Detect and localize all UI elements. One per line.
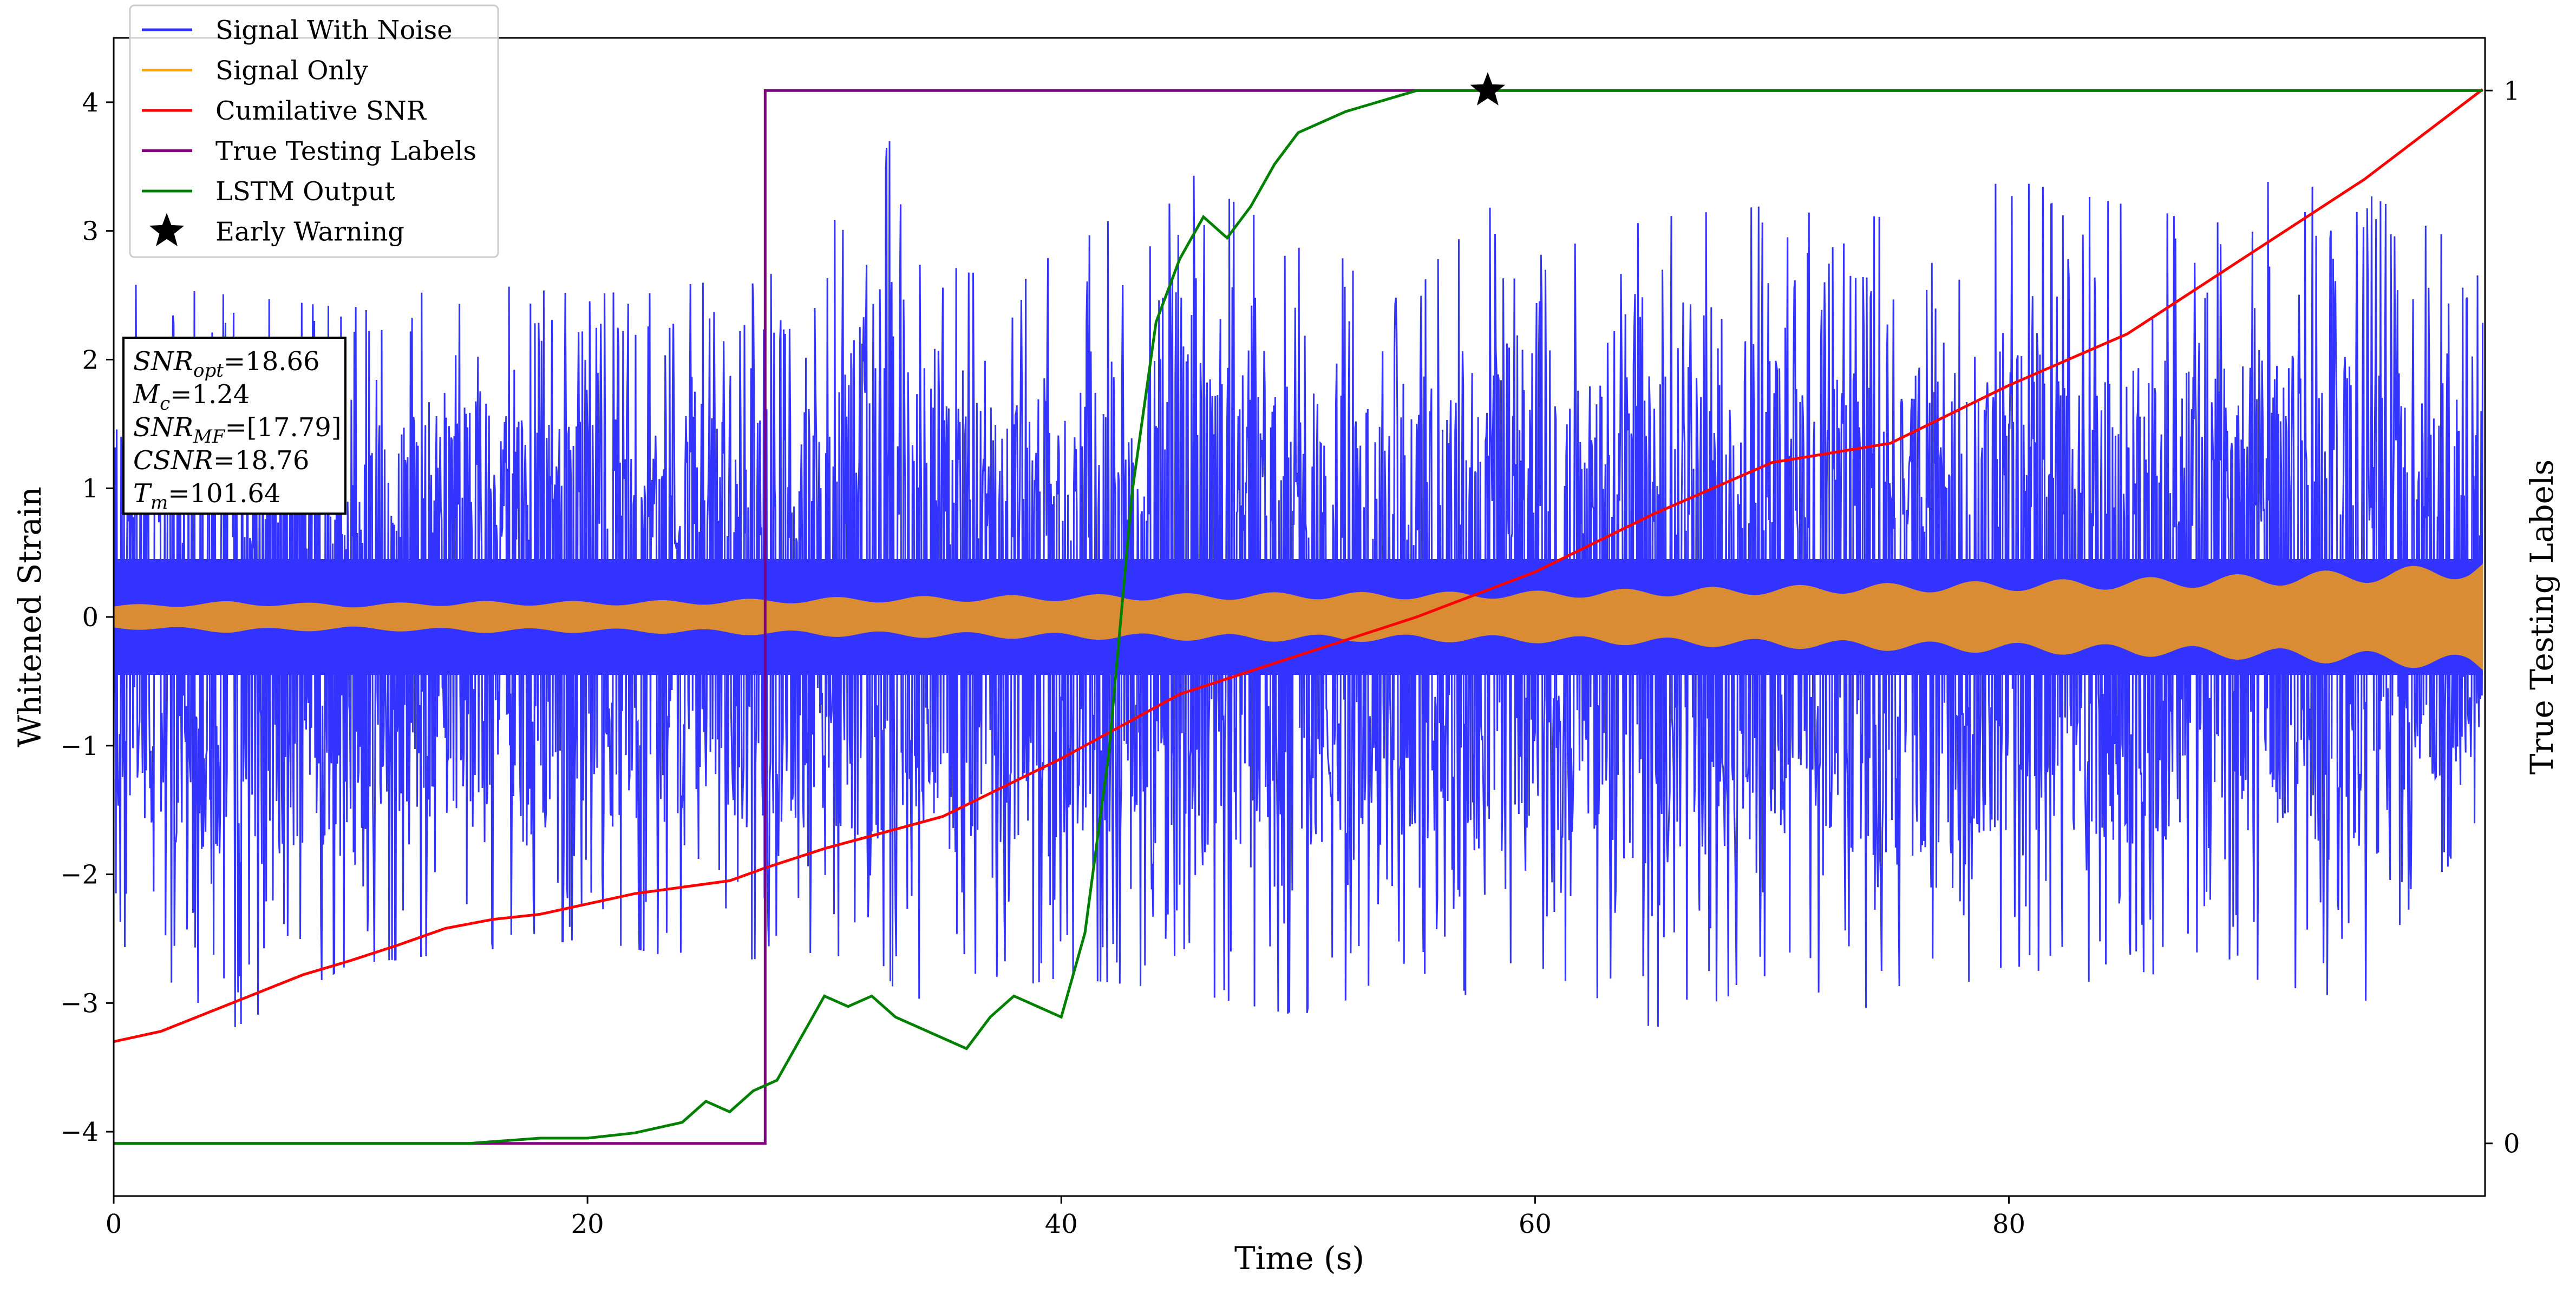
y-tick-label: 2 [82,345,99,375]
series-layer [114,88,2484,1145]
annotation-symbol: CSNR [133,445,213,476]
y-tick-label: 3 [82,216,99,247]
y-tick-label: 1 [82,474,99,504]
legend-label: LSTM Output [215,176,395,207]
series-lstm-output [114,89,2483,1145]
legend-frame [129,4,499,258]
y-right-tick-label: 1 [2503,76,2520,106]
legend-label: True Testing Labels [215,136,476,167]
annotation-subscript: MF [193,426,226,448]
x-tick-label: 60 [1519,1209,1552,1239]
y-tick-label: 4 [82,88,99,118]
y-tick-label: −4 [60,1117,99,1147]
x-axis-label: Time (s) [1234,1240,1364,1277]
annotation-value: =18.66 [224,346,320,377]
x-tick-label: 20 [571,1209,604,1239]
y-tick-label: −2 [60,860,99,890]
y-tick-label: 0 [82,602,99,633]
x-axis-ticks: 0 20 40 60 80 [106,1196,2025,1239]
annotation-line: CSNR=18.76 [133,445,309,476]
y-tick-label: −1 [60,731,99,761]
x-tick-label: 0 [106,1209,122,1239]
annotation-symbol: M [133,379,161,410]
annotation-symbol: SNR [133,346,193,377]
annotation-subscript: m [151,492,168,514]
series-signal-only [114,563,2483,671]
legend-label: Signal With Noise [215,15,453,45]
annotation-line: Tm=101.64 [133,478,280,514]
annotation-value: =101.64 [168,478,280,509]
y-right-tick-label: 0 [2503,1129,2520,1159]
annotation-value: =1.24 [170,379,250,410]
metrics-annotation-box: SNRopt=18.66Mc=1.24SNRMF=[17.79]CSNR=18.… [122,337,346,515]
annotation-line: SNRMF=[17.79] [133,412,342,448]
legend-label: Early Warning [215,217,404,247]
annotation-subscript: opt [193,360,224,382]
x-tick-label: 80 [1992,1209,2025,1239]
annotation-line: SNRopt=18.66 [133,346,320,382]
y-axis-left-ticks: −4 −3 −2 −1 0 1 2 3 4 [60,88,114,1147]
legend-star-icon [149,213,185,246]
y-axis-left-label: Whitened Strain [11,487,48,747]
legend-label: Cumilative SNR [215,96,427,126]
x-tick-label: 40 [1045,1209,1078,1239]
y-axis-right-label: True Testing Labels [2523,459,2560,774]
annotation-subscript: c [160,393,170,415]
annotation-frame [122,337,346,515]
annotation-value: =18.76 [213,445,310,476]
annotation-symbol: T [133,478,152,509]
legend-label: Signal Only [215,56,368,86]
early-warning-star-marker [1470,72,1506,106]
legend: Signal With Noise Signal Only Cumilative S… [129,4,499,258]
annotation-value: =[17.79] [225,412,341,443]
annotation-line: Mc=1.24 [133,379,250,415]
y-axis-right-ticks: 01 [2485,76,2520,1159]
annotation-symbol: SNR [133,412,193,443]
series-cumilative-snr [114,88,2484,1043]
y-tick-label: −3 [60,988,99,1019]
